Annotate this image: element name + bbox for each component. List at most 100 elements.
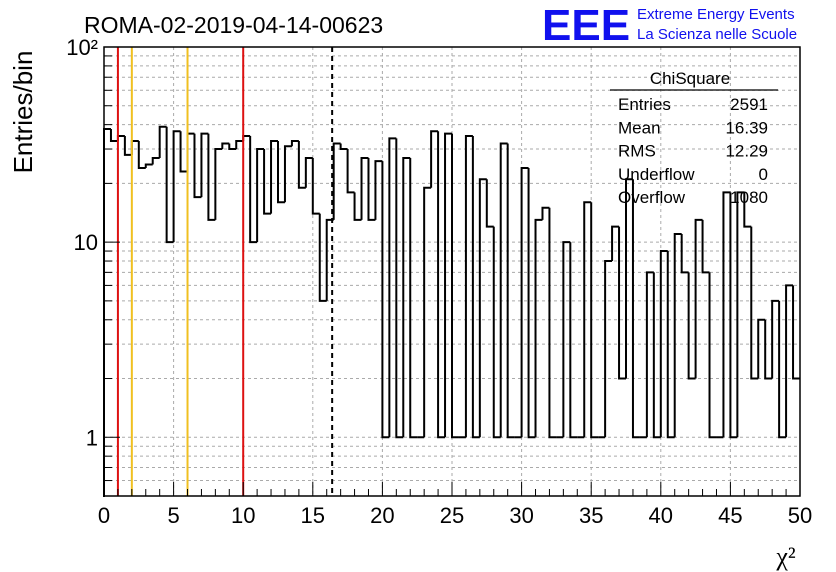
x-tick-label: 30 [509, 503, 533, 528]
histogram-bin [103, 127, 111, 497]
stats-row-value: 16.39 [725, 118, 768, 137]
histogram-bin [228, 143, 237, 151]
x-tick-label: 25 [440, 503, 464, 528]
histogram-bin [130, 139, 139, 155]
histogram-bin [430, 130, 439, 188]
histogram-bin [311, 157, 320, 215]
histogram-bin [694, 218, 703, 379]
histogram-bin [771, 299, 780, 379]
histogram-bin [256, 148, 265, 243]
x-tick-label: 5 [167, 503, 179, 528]
y-axis: 1 10 10² [66, 35, 120, 497]
y-tick-label: 10 [74, 230, 98, 255]
histogram-bin [374, 160, 383, 220]
histogram-bin [785, 284, 794, 438]
histogram-bin [729, 192, 738, 439]
histogram-bin [346, 149, 355, 194]
org-name-line2: La Scienza nelle Scuole [637, 26, 797, 43]
histogram-bin [750, 226, 759, 380]
histogram-bin [701, 219, 710, 274]
x-axis-label: χ² [775, 542, 796, 571]
histogram-bin [165, 126, 174, 244]
stats-row-label: Entries [618, 95, 671, 114]
histogram-bin [263, 149, 272, 215]
histogram-bin [297, 140, 306, 189]
histogram-bin [659, 250, 668, 438]
histogram-bin [736, 191, 745, 438]
histogram-bin [395, 138, 404, 439]
histogram-bin [437, 131, 446, 439]
histogram-bin [381, 161, 390, 439]
eee-logo: EEE Extreme Energy Events La Scienza nel… [542, 1, 797, 50]
x-tick-label: 45 [718, 503, 742, 528]
x-tick-label: 35 [579, 503, 603, 528]
histogram-bin [270, 139, 278, 214]
histogram-bin [778, 300, 787, 439]
y-tick-label: 10² [66, 35, 98, 60]
x-tick-label: 40 [649, 503, 673, 528]
histogram-bin [562, 241, 571, 438]
stats-rows: Entries 2591 Mean 16.39 RMS 12.29 Underflow 0 Ov… [618, 95, 768, 207]
stats-row-label: Underflow [618, 165, 695, 184]
histogram-bin [499, 142, 508, 438]
histogram-bin [179, 131, 188, 173]
histogram-bin [687, 272, 696, 380]
stats-row-value: 1080 [730, 188, 768, 207]
x-tick-label: 20 [370, 503, 394, 528]
histogram-bin [492, 226, 501, 439]
histogram-bin [123, 135, 132, 156]
histogram-bin [144, 163, 153, 168]
histogram-bin [506, 143, 515, 439]
eee-logo-text: EEE [542, 1, 630, 50]
y-axis-label: Entries/bin [8, 51, 38, 174]
histogram-bin [367, 157, 376, 221]
histogram-bin [527, 167, 536, 439]
histogram-bin [388, 137, 397, 438]
marker-lines [116, 47, 334, 496]
histogram-bin [235, 139, 244, 150]
histogram-bin [151, 156, 160, 165]
stats-row-value: 12.29 [725, 142, 768, 161]
histogram-bin [325, 218, 334, 301]
histogram-bin [666, 251, 675, 439]
stats-row-value: 0 [759, 165, 768, 184]
histogram-bin [277, 140, 285, 204]
histogram-bin [520, 166, 529, 438]
histogram-bin [137, 140, 146, 169]
x-tick-label: 50 [788, 503, 812, 528]
histogram-bin [464, 134, 473, 438]
histogram-bin [249, 135, 258, 244]
histogram-bin [360, 156, 369, 220]
x-tick-label: 15 [301, 503, 325, 528]
histogram-bin [207, 133, 216, 221]
histogram-bin [332, 142, 341, 220]
histogram-bin [645, 271, 654, 438]
histogram-bin [423, 186, 432, 438]
org-name-line1: Extreme Energy Events [637, 6, 795, 23]
histogram-bin [158, 125, 167, 158]
histogram-bin [541, 206, 550, 220]
stats-row-value: 2591 [730, 95, 768, 114]
histogram-bin [478, 178, 487, 438]
histogram-bin [116, 134, 125, 141]
histogram-bin [353, 192, 362, 221]
stats-row-label: RMS [618, 142, 656, 161]
histogram-bin [283, 145, 292, 203]
histogram-bin [680, 234, 689, 274]
y-tick-label: 1 [86, 425, 98, 450]
histogram-bin [722, 191, 731, 438]
histogram-bin [534, 218, 543, 438]
histogram-bin [743, 192, 752, 228]
histogram-bin [409, 157, 418, 439]
histogram-bin [631, 179, 640, 439]
histogram-bin [764, 319, 773, 380]
histogram-bin [583, 201, 592, 438]
histogram-bin [625, 178, 633, 379]
histogram-bin [109, 128, 118, 142]
histogram-bin [304, 156, 313, 188]
histogram-bin [673, 233, 682, 438]
histogram-bin [757, 318, 766, 379]
histogram-bin [214, 148, 223, 220]
histogram-bin [618, 226, 626, 380]
